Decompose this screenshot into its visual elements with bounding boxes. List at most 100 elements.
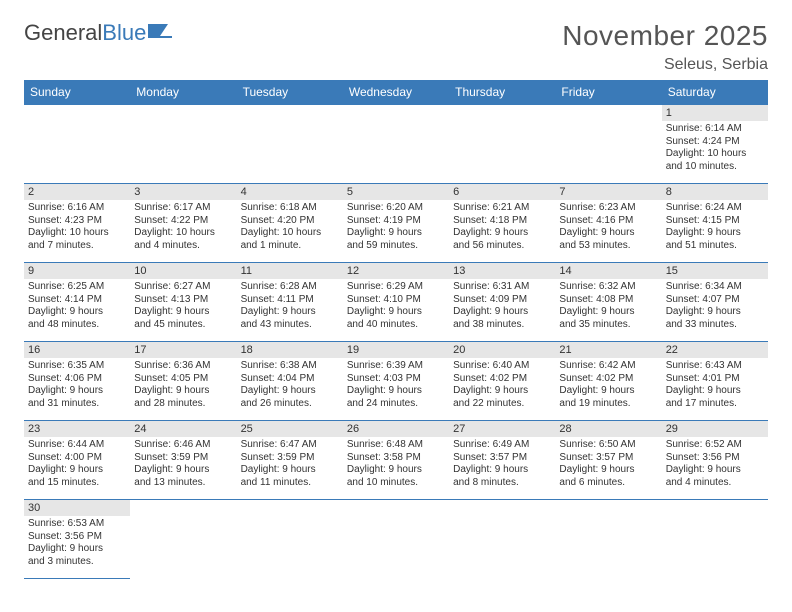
day-cell: 25Sunrise: 6:47 AMSunset: 3:59 PMDayligh… — [237, 421, 343, 500]
daylight-text: Daylight: 9 hours — [28, 306, 126, 319]
daylight-text: Daylight: 9 hours — [134, 306, 232, 319]
day-header: Tuesday — [237, 80, 343, 105]
week-row: 23Sunrise: 6:44 AMSunset: 4:00 PMDayligh… — [24, 421, 768, 500]
sunrise-text: Sunrise: 6:24 AM — [666, 202, 764, 215]
day-cell — [343, 105, 449, 184]
day-number: 28 — [555, 421, 661, 437]
day-cell: 21Sunrise: 6:42 AMSunset: 4:02 PMDayligh… — [555, 342, 661, 421]
sunset-text: Sunset: 4:03 PM — [347, 373, 445, 386]
day-cell: 6Sunrise: 6:21 AMSunset: 4:18 PMDaylight… — [449, 184, 555, 263]
sunrise-text: Sunrise: 6:16 AM — [28, 202, 126, 215]
daylight-text: and 4 minutes. — [666, 477, 764, 490]
day-cell — [130, 105, 236, 184]
sunset-text: Sunset: 4:20 PM — [241, 215, 339, 228]
daylight-text: Daylight: 10 hours — [666, 148, 764, 161]
day-number: 25 — [237, 421, 343, 437]
sunrise-text: Sunrise: 6:31 AM — [453, 281, 551, 294]
sunset-text: Sunset: 4:05 PM — [134, 373, 232, 386]
day-cell: 7Sunrise: 6:23 AMSunset: 4:16 PMDaylight… — [555, 184, 661, 263]
daylight-text: Daylight: 9 hours — [134, 385, 232, 398]
day-cell — [237, 105, 343, 184]
logo-text-blue: Blue — [102, 20, 146, 46]
day-number: 22 — [662, 342, 768, 358]
sunset-text: Sunset: 3:58 PM — [347, 452, 445, 465]
daylight-text: and 35 minutes. — [559, 319, 657, 332]
day-cell: 3Sunrise: 6:17 AMSunset: 4:22 PMDaylight… — [130, 184, 236, 263]
daylight-text: and 22 minutes. — [453, 398, 551, 411]
sunset-text: Sunset: 4:14 PM — [28, 294, 126, 307]
daylight-text: and 17 minutes. — [666, 398, 764, 411]
calendar-body: 1Sunrise: 6:14 AMSunset: 4:24 PMDaylight… — [24, 105, 768, 579]
day-cell: 27Sunrise: 6:49 AMSunset: 3:57 PMDayligh… — [449, 421, 555, 500]
daylight-text: Daylight: 9 hours — [28, 385, 126, 398]
day-cell — [555, 500, 661, 579]
sunset-text: Sunset: 4:18 PM — [453, 215, 551, 228]
daylight-text: Daylight: 9 hours — [347, 227, 445, 240]
day-cell: 29Sunrise: 6:52 AMSunset: 3:56 PMDayligh… — [662, 421, 768, 500]
daylight-text: Daylight: 9 hours — [241, 306, 339, 319]
daylight-text: Daylight: 9 hours — [347, 385, 445, 398]
day-header-row: Sunday Monday Tuesday Wednesday Thursday… — [24, 80, 768, 105]
day-number: 30 — [24, 500, 130, 516]
title-block: November 2025 Seleus, Serbia — [562, 20, 768, 74]
day-number: 21 — [555, 342, 661, 358]
sunrise-text: Sunrise: 6:43 AM — [666, 360, 764, 373]
sunrise-text: Sunrise: 6:53 AM — [28, 518, 126, 531]
daylight-text: and 3 minutes. — [28, 556, 126, 569]
daylight-text: Daylight: 9 hours — [134, 464, 232, 477]
day-header: Monday — [130, 80, 236, 105]
week-row: 16Sunrise: 6:35 AMSunset: 4:06 PMDayligh… — [24, 342, 768, 421]
sunset-text: Sunset: 4:07 PM — [666, 294, 764, 307]
day-cell: 16Sunrise: 6:35 AMSunset: 4:06 PMDayligh… — [24, 342, 130, 421]
daylight-text: and 40 minutes. — [347, 319, 445, 332]
day-number: 11 — [237, 263, 343, 279]
daylight-text: and 26 minutes. — [241, 398, 339, 411]
daylight-text: and 33 minutes. — [666, 319, 764, 332]
day-number: 10 — [130, 263, 236, 279]
sunset-text: Sunset: 4:08 PM — [559, 294, 657, 307]
daylight-text: Daylight: 9 hours — [453, 306, 551, 319]
week-row: 30Sunrise: 6:53 AMSunset: 3:56 PMDayligh… — [24, 500, 768, 579]
day-cell: 2Sunrise: 6:16 AMSunset: 4:23 PMDaylight… — [24, 184, 130, 263]
day-cell: 23Sunrise: 6:44 AMSunset: 4:00 PMDayligh… — [24, 421, 130, 500]
sunrise-text: Sunrise: 6:32 AM — [559, 281, 657, 294]
daylight-text: Daylight: 9 hours — [453, 464, 551, 477]
sunset-text: Sunset: 4:16 PM — [559, 215, 657, 228]
sunrise-text: Sunrise: 6:50 AM — [559, 439, 657, 452]
day-number: 3 — [130, 184, 236, 200]
day-number: 8 — [662, 184, 768, 200]
sunrise-text: Sunrise: 6:46 AM — [134, 439, 232, 452]
daylight-text: Daylight: 9 hours — [666, 385, 764, 398]
day-cell: 30Sunrise: 6:53 AMSunset: 3:56 PMDayligh… — [24, 500, 130, 579]
sunset-text: Sunset: 4:23 PM — [28, 215, 126, 228]
day-cell: 18Sunrise: 6:38 AMSunset: 4:04 PMDayligh… — [237, 342, 343, 421]
daylight-text: and 28 minutes. — [134, 398, 232, 411]
daylight-text: Daylight: 9 hours — [559, 306, 657, 319]
sunrise-text: Sunrise: 6:27 AM — [134, 281, 232, 294]
sunrise-text: Sunrise: 6:36 AM — [134, 360, 232, 373]
sunset-text: Sunset: 4:24 PM — [666, 136, 764, 149]
sunrise-text: Sunrise: 6:48 AM — [347, 439, 445, 452]
sunrise-text: Sunrise: 6:40 AM — [453, 360, 551, 373]
daylight-text: Daylight: 9 hours — [666, 306, 764, 319]
sunrise-text: Sunrise: 6:44 AM — [28, 439, 126, 452]
sunrise-text: Sunrise: 6:28 AM — [241, 281, 339, 294]
day-cell: 10Sunrise: 6:27 AMSunset: 4:13 PMDayligh… — [130, 263, 236, 342]
daylight-text: and 51 minutes. — [666, 240, 764, 253]
sunset-text: Sunset: 3:59 PM — [134, 452, 232, 465]
day-cell — [449, 105, 555, 184]
daylight-text: and 11 minutes. — [241, 477, 339, 490]
daylight-text: and 19 minutes. — [559, 398, 657, 411]
day-cell: 13Sunrise: 6:31 AMSunset: 4:09 PMDayligh… — [449, 263, 555, 342]
day-number: 15 — [662, 263, 768, 279]
sunset-text: Sunset: 4:02 PM — [453, 373, 551, 386]
sunset-text: Sunset: 4:15 PM — [666, 215, 764, 228]
day-cell: 24Sunrise: 6:46 AMSunset: 3:59 PMDayligh… — [130, 421, 236, 500]
sunrise-text: Sunrise: 6:20 AM — [347, 202, 445, 215]
day-cell: 20Sunrise: 6:40 AMSunset: 4:02 PMDayligh… — [449, 342, 555, 421]
day-cell — [343, 500, 449, 579]
sunrise-text: Sunrise: 6:21 AM — [453, 202, 551, 215]
logo-flag-icon — [148, 22, 174, 40]
sunset-text: Sunset: 4:04 PM — [241, 373, 339, 386]
day-number: 4 — [237, 184, 343, 200]
